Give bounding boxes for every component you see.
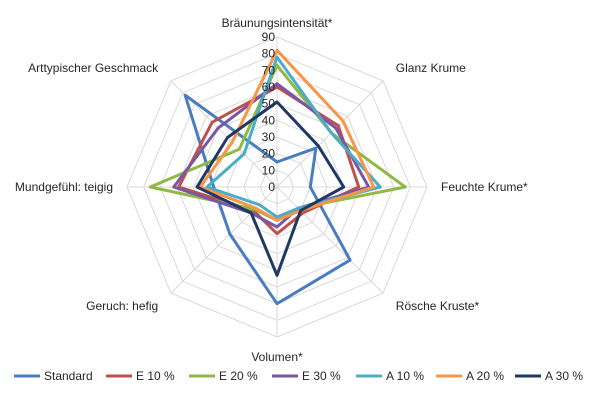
series-layer <box>148 48 407 306</box>
legend-entry: E 20 % <box>219 369 258 383</box>
legend-entry: E 10 % <box>136 369 175 383</box>
grid-spoke <box>276 186 384 294</box>
tick-layer: 0 10 20 30 40 50 60 70 80 90 <box>262 30 276 194</box>
axis-label-layer: Bräunungsintensität* Glanz Krume Feuchte K… <box>15 16 528 364</box>
tick-label: 10 <box>262 163 276 177</box>
axis-label: Arttypischer Geschmack <box>28 61 159 75</box>
tick-label: 20 <box>262 147 276 161</box>
tick-label: 70 <box>262 63 276 77</box>
tick-label: 40 <box>262 113 276 127</box>
legend-entry: Standard <box>44 369 93 383</box>
grid-layer <box>126 36 428 338</box>
axis-label: Mundgefühl: teigig <box>15 180 113 194</box>
axis-label: Geruch: hefig <box>86 299 158 313</box>
legend-entry: A 10 % <box>386 369 424 383</box>
axis-label: Glanz Krume <box>396 61 466 75</box>
series-line <box>195 100 346 277</box>
tick-label: 80 <box>262 47 276 61</box>
legend-entry: A 20 % <box>466 369 504 383</box>
series-line <box>183 93 352 306</box>
legend-entry: A 30 % <box>545 369 583 383</box>
legend-entry: E 30 % <box>302 369 341 383</box>
tick-label: 60 <box>262 80 276 94</box>
tick-label: 50 <box>262 97 276 111</box>
grid-spoke <box>276 80 384 188</box>
legend: Standard E 10 % E 20 % E 30 % A 10 % A 20 % A … <box>14 369 583 383</box>
series-line <box>198 48 376 222</box>
tick-label: 30 <box>262 130 276 144</box>
tick-label: 90 <box>262 30 276 44</box>
axis-label: Rösche Kruste* <box>396 299 480 313</box>
axis-label: Bräunungsintensität* <box>222 16 333 30</box>
tick-label: 0 <box>268 180 275 194</box>
series-line <box>172 82 371 229</box>
axis-label: Feuchte Krume* <box>441 180 528 194</box>
axis-label: Volumen* <box>251 350 303 364</box>
series-line <box>205 55 382 219</box>
